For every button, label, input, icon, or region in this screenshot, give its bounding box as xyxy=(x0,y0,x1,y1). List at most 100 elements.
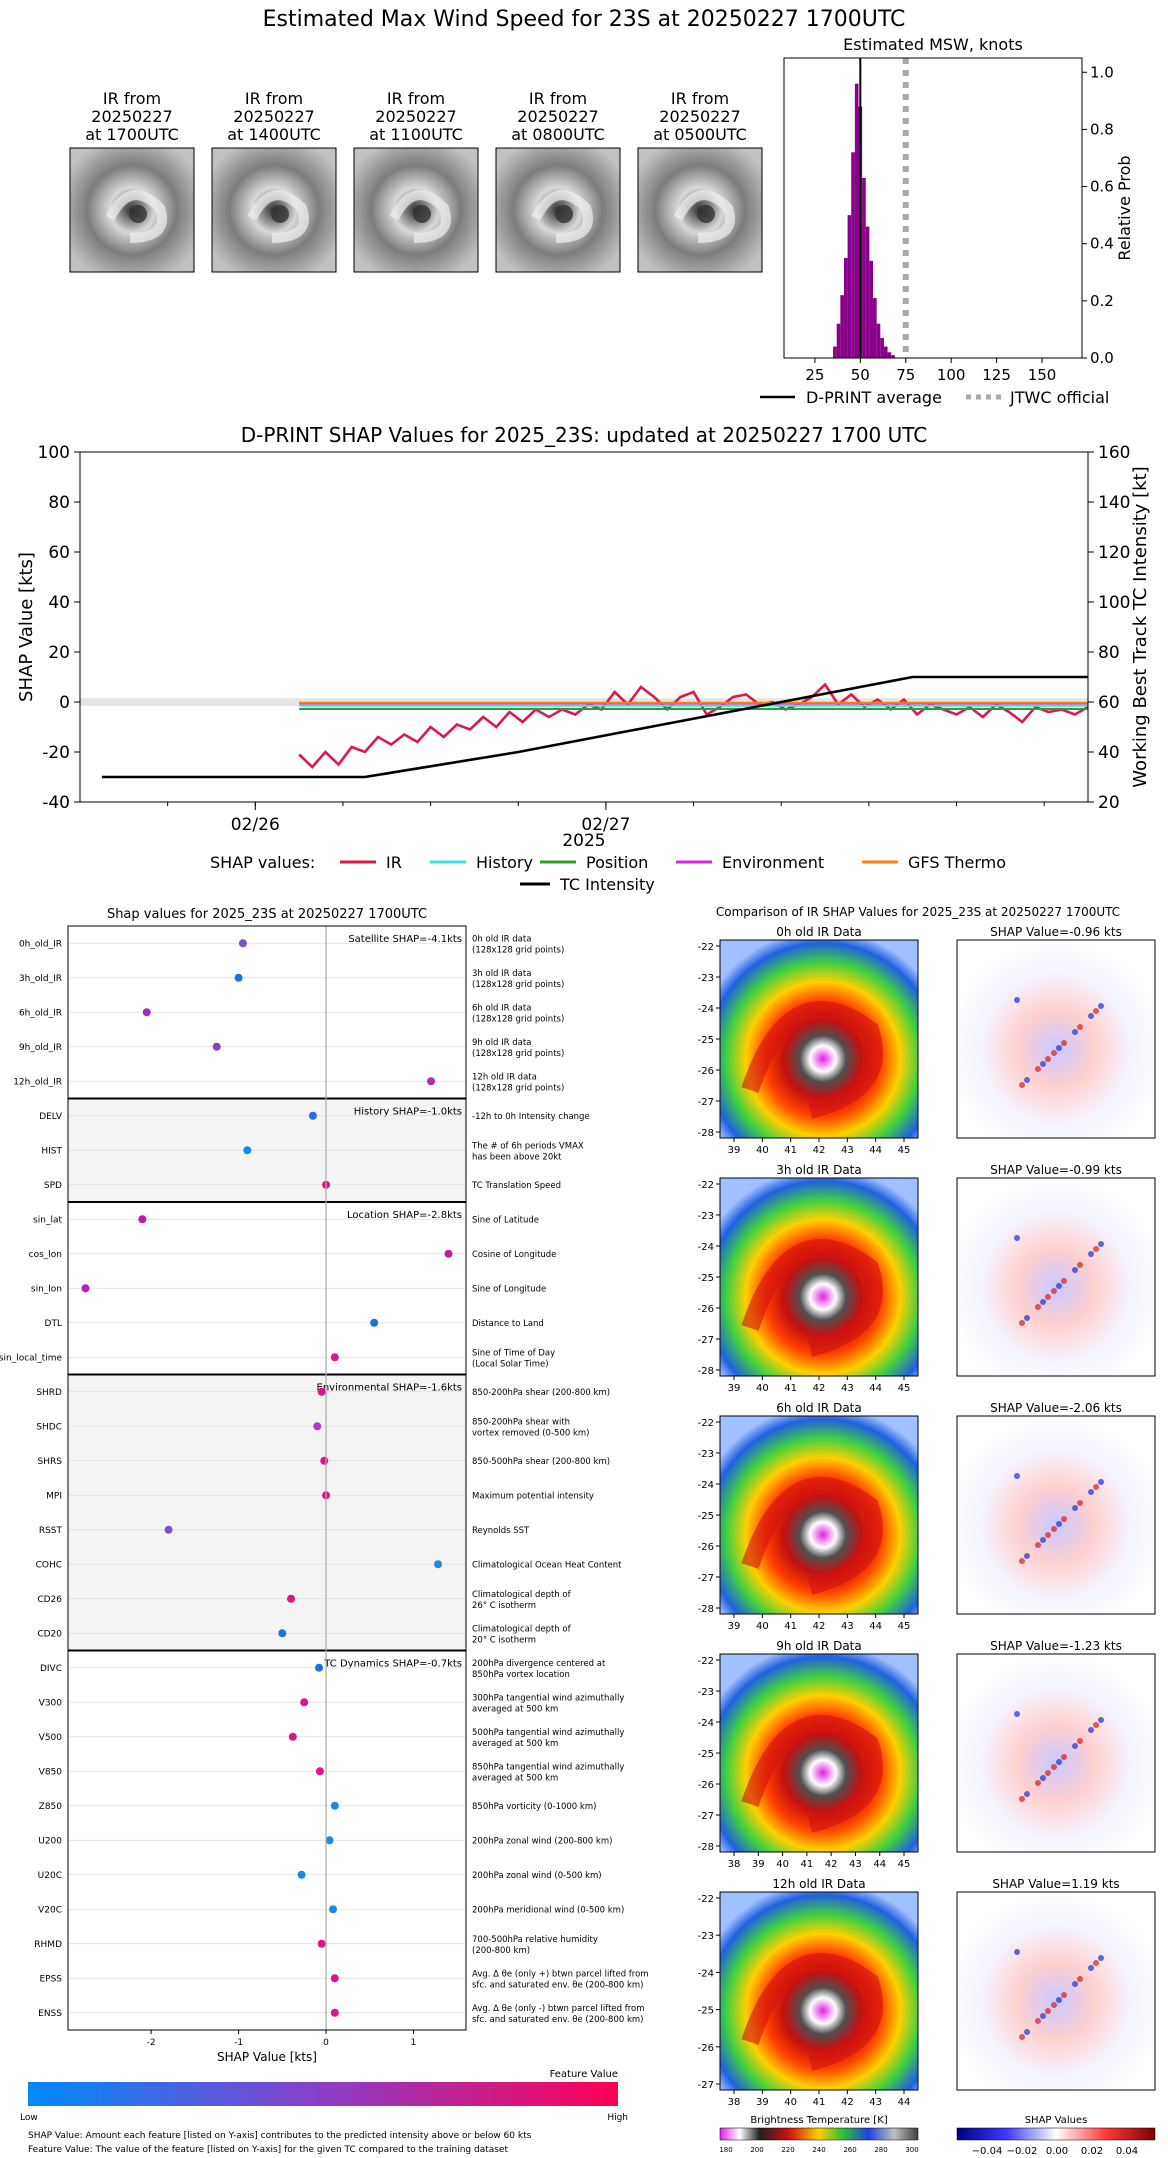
summary-feature-desc2: (128x128 grid points) xyxy=(472,980,564,990)
summary-feature-desc2: (200-800 km) xyxy=(472,1946,530,1956)
ir-xtick-label: 39 xyxy=(728,1621,741,1632)
ts-ytick-label: 60 xyxy=(48,543,70,563)
shap-map-blob xyxy=(1088,1727,1094,1733)
summary-feature-name: 12h_old_IR xyxy=(13,1077,62,1087)
bt-tick-label: 200 xyxy=(750,2146,763,2154)
ts-ytick-label: 100 xyxy=(38,443,70,463)
summary-feature-name: DIVC xyxy=(40,1664,62,1674)
ir-comparison-grid: Comparison of IR SHAP Values for 2025_23… xyxy=(698,905,1156,2157)
summary-group-title: Satellite SHAP=-4.1kts xyxy=(348,934,462,945)
colorbar-title: Feature Value xyxy=(550,2069,618,2080)
summary-feature-desc1: Maximum potential intensity xyxy=(472,1491,594,1501)
shap-map-blob xyxy=(1088,1965,1094,1971)
ir-eye xyxy=(413,205,431,223)
shap-map-blob xyxy=(1040,1061,1046,1067)
shap-timeseries: D-PRINT SHAP Values for 2025_23S: update… xyxy=(16,423,1151,851)
shap-map-blob xyxy=(1040,2013,1046,2019)
shap-map-blob xyxy=(1045,1770,1051,1776)
ir-xtick-label: 45 xyxy=(898,1621,911,1632)
ir-ytick-label: -27 xyxy=(698,2080,714,2091)
hist-bar xyxy=(865,226,870,358)
bt-colorbar xyxy=(719,2127,919,2141)
shap-map-blob xyxy=(1088,1489,1094,1495)
ir-xtick-label: 39 xyxy=(728,1145,741,1156)
shap-map-title: SHAP Value=-1.23 kts xyxy=(990,1639,1122,1653)
shap-map-blob xyxy=(1045,1056,1051,1062)
ir-eye xyxy=(697,205,715,223)
ir-xtick-label: 42 xyxy=(813,1621,826,1632)
ir-ytick-label: -22 xyxy=(698,1656,714,1667)
shap-map xyxy=(956,1891,1156,2091)
summary-dot xyxy=(243,1146,252,1155)
ir-xtick-label: 43 xyxy=(841,1383,854,1394)
summary-dot xyxy=(317,1387,326,1396)
hist-frame xyxy=(783,57,1083,359)
ir-ytick-label: -22 xyxy=(698,1894,714,1905)
ir-ytick-label: -25 xyxy=(698,1035,714,1046)
footnote-2: Feature Value: The value of the feature … xyxy=(28,2145,508,2155)
ts-y2tick-label: 40 xyxy=(1098,743,1120,763)
ir-xtick-label: 40 xyxy=(756,1621,769,1632)
summary-feature-name: SPD xyxy=(44,1181,62,1191)
legend-tc-label: TC Intensity xyxy=(559,875,655,894)
ir-xtick-label: 45 xyxy=(898,1859,911,1870)
hist-bar xyxy=(840,295,844,358)
ir-ytick-label: -24 xyxy=(698,1480,714,1491)
summary-feature-name: V300 xyxy=(39,1698,63,1708)
shap-map-blob xyxy=(1035,2018,1041,2024)
summary-feature-desc2: has been above 20kt xyxy=(472,1152,562,1162)
ir-ytick-label: -22 xyxy=(698,942,714,953)
sv-tick-label: −0.02 xyxy=(1007,2146,1038,2157)
summary-feature-desc1: Climatological depth of xyxy=(472,1624,572,1634)
summary-group-title: Location SHAP=-2.8kts xyxy=(347,1210,462,1221)
summary-feature-name: sin_lon xyxy=(31,1284,62,1294)
shap-map-blob xyxy=(1045,2008,1051,2014)
ir-xtick-label: 44 xyxy=(869,1383,882,1394)
summary-dot xyxy=(330,2008,339,2017)
shap-map-blob xyxy=(1040,1299,1046,1305)
hist-xtick-label: 125 xyxy=(982,366,1011,384)
summary-feature-name: V500 xyxy=(39,1733,63,1743)
summary-feature-desc2: (128x128 grid points) xyxy=(472,945,564,955)
summary-feature-name: U200 xyxy=(38,1836,62,1846)
shap-map-blob xyxy=(1093,1960,1099,1966)
summary-group-bg xyxy=(68,1374,466,1651)
shap-map-blob xyxy=(1056,1283,1062,1289)
ir-xtick-label: 41 xyxy=(784,1383,797,1394)
summary-feature-desc1: 3h old IR data xyxy=(472,969,531,979)
summary-feature-desc2: sfc. and saturated env. θe (200-800 km) xyxy=(472,1980,644,1990)
ts-ytick-label: 40 xyxy=(48,593,70,613)
hist-bar xyxy=(873,298,877,358)
ir-xtick-label: 42 xyxy=(813,1383,826,1394)
summary-feature-name: V20C xyxy=(38,1905,62,1915)
ir-xtick-label: 44 xyxy=(869,1145,882,1156)
shap-map-blob xyxy=(1061,1992,1067,1998)
summary-feature-name: MPI xyxy=(46,1491,62,1501)
ir-xtick-label: 41 xyxy=(813,2097,826,2108)
hist-xtick-label: 150 xyxy=(1028,366,1057,384)
summary-feature-desc1: Reynolds SST xyxy=(472,1526,530,1536)
shap-map-blob xyxy=(1077,1500,1083,1506)
shap-map-blob xyxy=(1035,1542,1041,1548)
ir-map-title: 3h old IR Data xyxy=(776,1163,862,1177)
summary-dot xyxy=(317,1939,326,1948)
ts-y2tick-label: 100 xyxy=(1098,593,1130,613)
hist-bar xyxy=(883,346,888,358)
ir-cloud-band xyxy=(531,190,593,243)
summary-feature-desc1: 850hPa tangential wind azimuthally xyxy=(472,1762,624,1772)
summary-feature-desc1: 9h old IR data xyxy=(472,1038,531,1048)
summary-feature-desc2: 26° C isotherm xyxy=(472,1601,536,1611)
thumb-line3: at 0800UTC xyxy=(511,125,605,144)
ts-series-tc-intensity xyxy=(101,675,1088,779)
shap-map-blob xyxy=(1035,1066,1041,1072)
summary-dot xyxy=(308,1111,317,1120)
ir-map-title: 0h old IR Data xyxy=(776,925,862,939)
hist-title: Estimated MSW, knots xyxy=(843,35,1023,54)
summary-feature-name: SHRD xyxy=(36,1388,62,1398)
thumb-line2: 20250227 xyxy=(659,107,740,126)
hist-xtick-label: 100 xyxy=(937,366,966,384)
ir-eye xyxy=(129,205,147,223)
summary-feature-name: EPSS xyxy=(39,1974,62,1984)
hist-bar xyxy=(869,260,874,358)
summary-feature-desc1: Avg. Δ θe (only -) btwn parcel lifted fr… xyxy=(472,2004,645,2014)
